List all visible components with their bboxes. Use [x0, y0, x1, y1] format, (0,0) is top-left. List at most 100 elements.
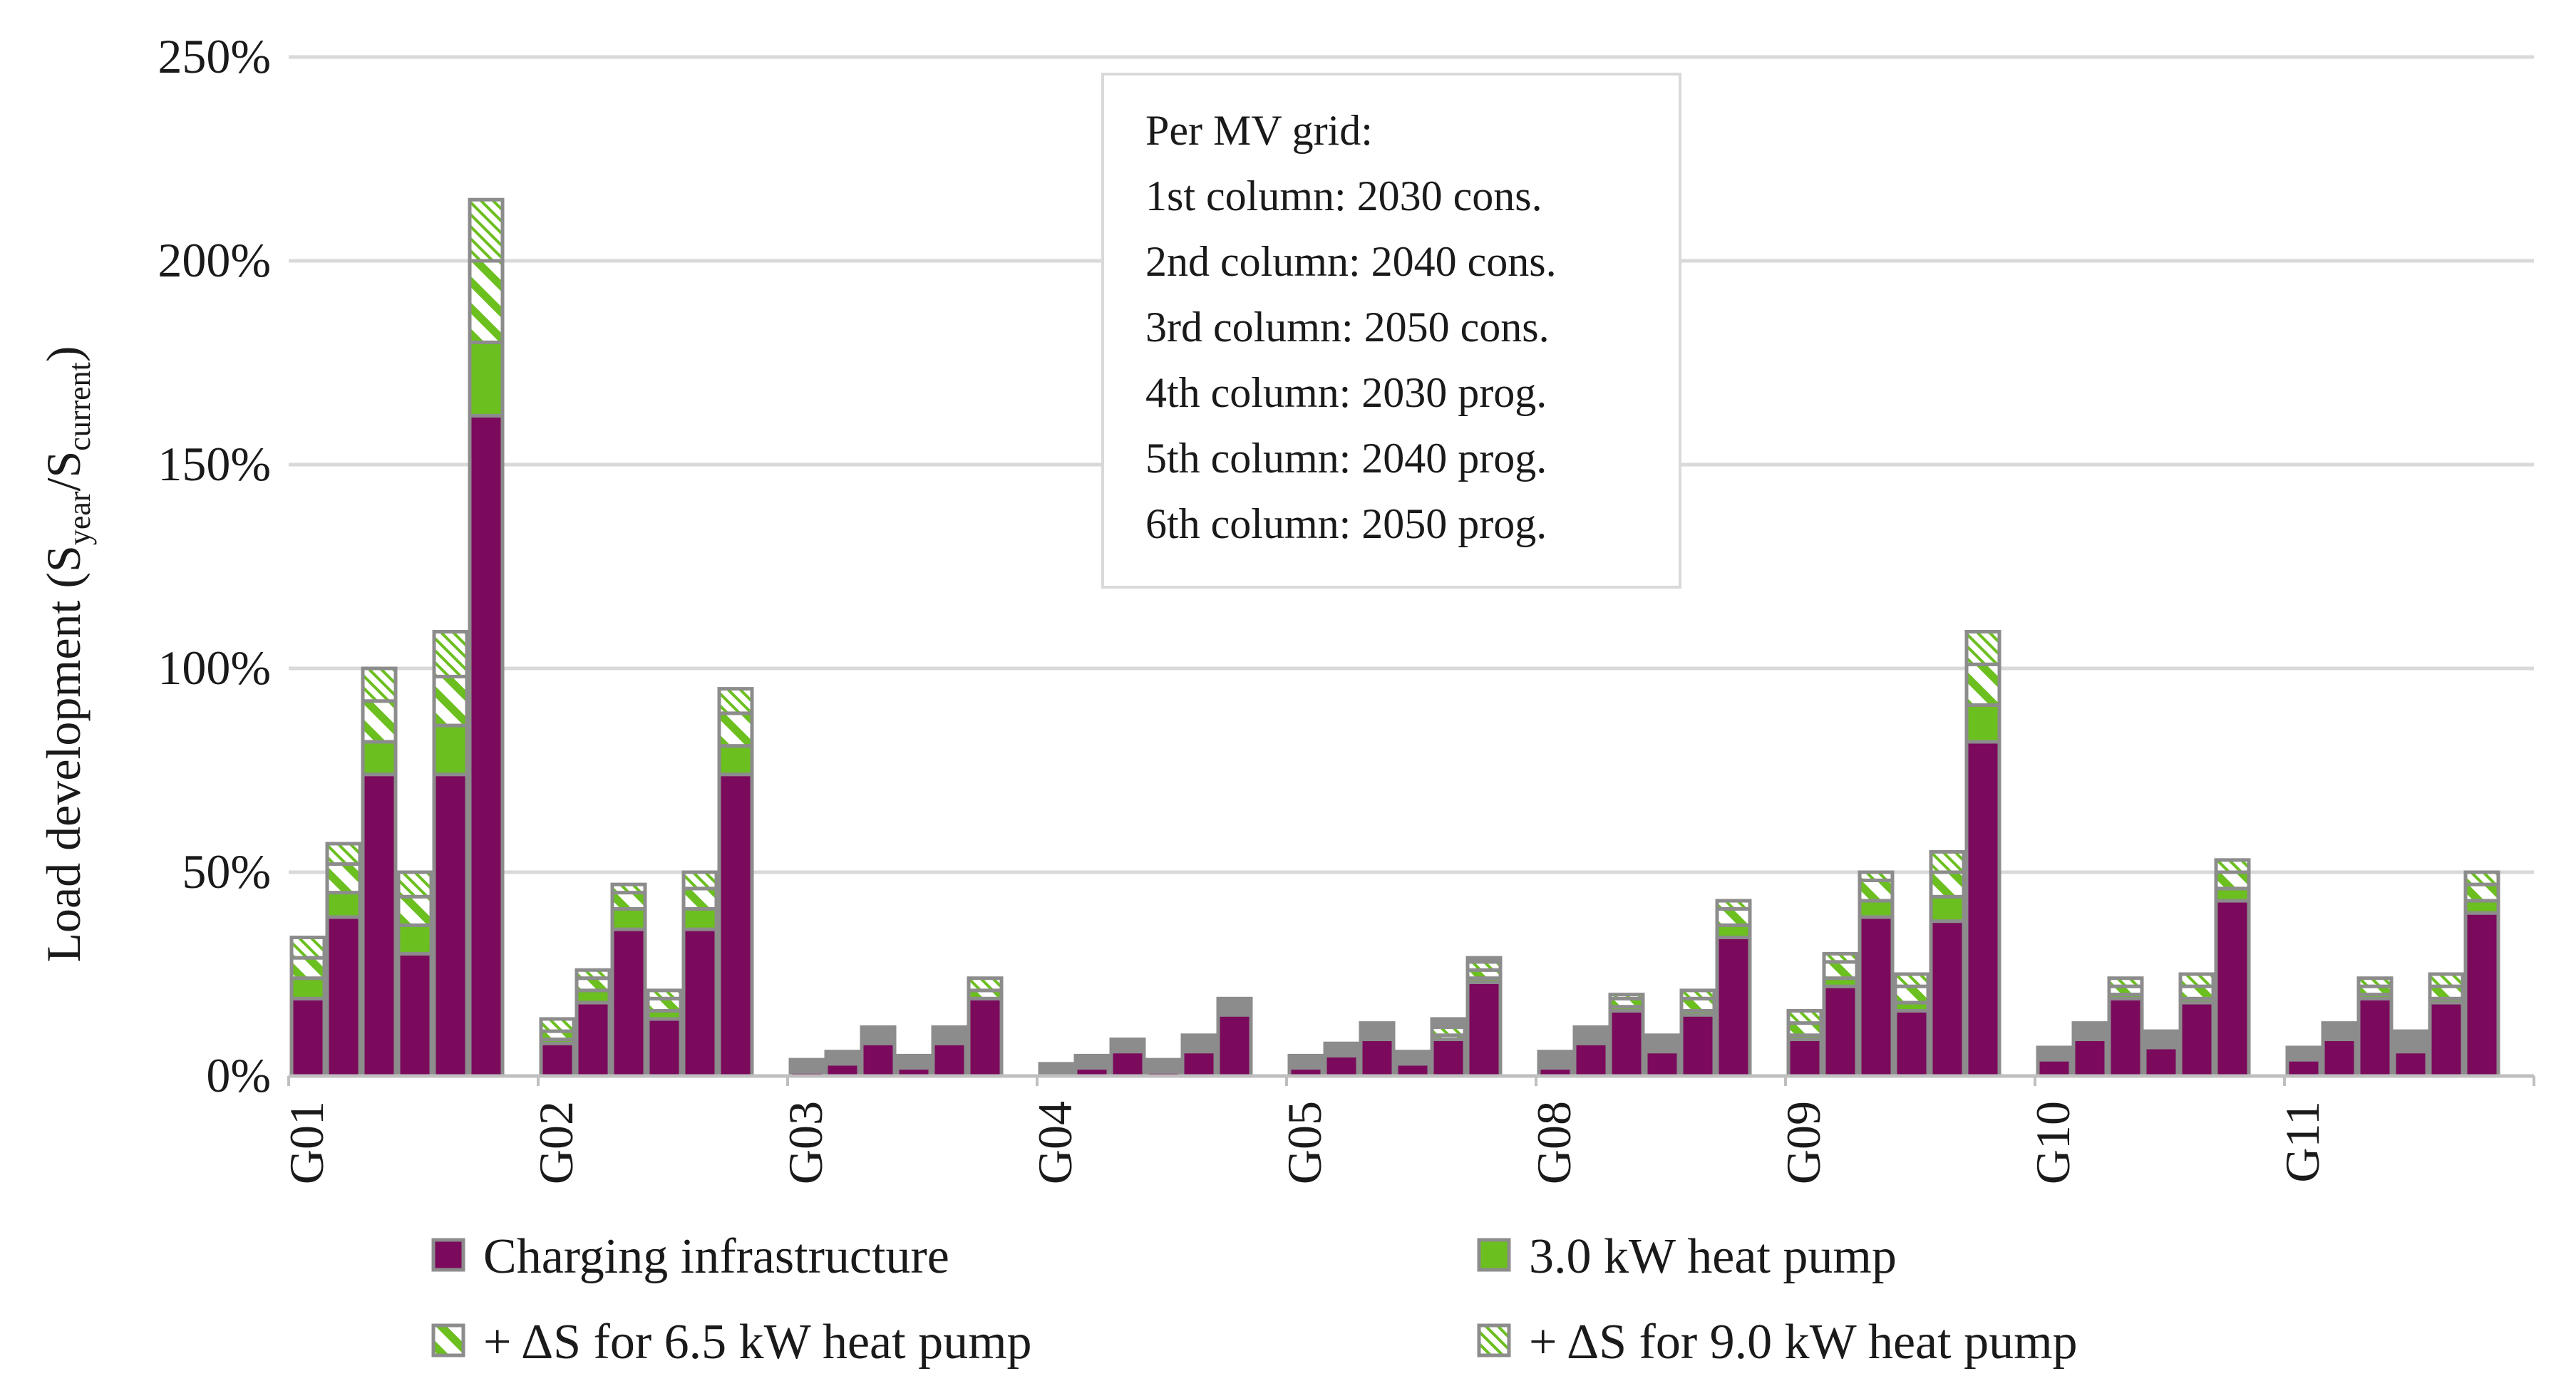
bar-segment-heatpump-6-5kw	[1715, 906, 1752, 927]
bar-column	[2321, 1021, 2358, 1078]
bar-segment-heatpump-9kw	[717, 687, 754, 715]
bar-segment-charging	[1109, 1050, 1146, 1078]
x-category-label: G11	[2275, 1101, 2329, 1183]
bar-segment-heatpump-3kw	[289, 976, 326, 1000]
note-line: 1st column: 2030 cons.	[1145, 172, 1542, 219]
bar-column	[681, 870, 718, 1078]
bar-segment-heatpump-6-5kw	[361, 699, 398, 744]
bar-segment-charging	[289, 996, 326, 1078]
legend-swatch-charging	[431, 1238, 465, 1272]
bar-segment-heatpump-6-5kw	[575, 976, 612, 993]
bar-column	[717, 687, 754, 1078]
bar-column	[646, 988, 683, 1078]
legend: Charging infrastructure 3.0 kW heat pump…	[431, 1229, 2078, 1370]
bar-segment-heatpump-6-5kw	[1822, 960, 1859, 981]
x-axis-category-labels: G01 G02 G03 G04 G05 G08 G09 G10 G11	[279, 1101, 2329, 1184]
y-tick-label: 100%	[158, 641, 271, 695]
bar-segment-heatpump-3kw	[610, 906, 647, 931]
x-category-label: G08	[1527, 1101, 1581, 1184]
bar-segment-other	[895, 1053, 932, 1070]
bar-segment-other	[860, 1025, 897, 1045]
bar-segment-heatpump-6-5kw	[1858, 878, 1895, 903]
bar-segment-heatpump-9kw	[468, 197, 505, 263]
bar-segment-charging	[646, 1017, 683, 1078]
bar-column	[2392, 1029, 2429, 1078]
bar-segment-other	[2143, 1029, 2180, 1050]
bar-column	[1608, 993, 1645, 1078]
bar-segment-heatpump-3kw	[1964, 703, 2001, 744]
bar-segment-heatpump-9kw	[1715, 899, 1752, 911]
bar-segment-other	[2036, 1045, 2073, 1062]
bar-segment-heatpump-6-5kw	[1929, 870, 1966, 899]
bar-column	[289, 936, 326, 1078]
note-line: 3rd column: 2050 cons.	[1145, 304, 1550, 351]
bar-segment-heatpump-6-5kw	[1786, 1021, 1823, 1038]
bar-column	[1180, 1033, 1217, 1078]
note-line: Per MV grid:	[1145, 107, 1373, 154]
bar-column	[1216, 996, 1253, 1078]
bar-segment-heatpump-6-5kw	[432, 674, 469, 728]
bar-segment-heatpump-9kw	[361, 666, 398, 703]
bar-column	[1073, 1053, 1111, 1078]
bar-segment-other	[2071, 1021, 2108, 1042]
bar-column	[2285, 1045, 2322, 1078]
legend-item-heatpump-3kw: 3.0 kW heat pump	[1477, 1229, 1897, 1284]
bar-segment-other	[1038, 1062, 1075, 1078]
bar-segment-heatpump-6-5kw	[468, 259, 505, 344]
bar-segment-charging	[1359, 1038, 1396, 1078]
bar-segment-charging	[2463, 911, 2500, 1078]
bar-segment-charging	[2285, 1057, 2322, 1078]
bar-column	[967, 976, 1004, 1078]
x-category-label: G02	[529, 1101, 583, 1184]
bar-segment-heatpump-9kw	[1929, 849, 1966, 874]
bar-segment-other	[2392, 1029, 2429, 1054]
bar-segment-heatpump-6-5kw	[610, 891, 647, 911]
bar-segment-heatpump-9kw	[2107, 976, 2144, 988]
bar-segment-other	[824, 1050, 861, 1066]
bar-segment-heatpump-9kw	[1893, 972, 1930, 988]
bar-segment-other	[1644, 1033, 1681, 1054]
y-tick-label: 50%	[182, 844, 271, 899]
bar-segment-heatpump-3kw	[432, 723, 469, 777]
bar-segment-other	[1323, 1041, 1360, 1057]
bar-segment-charging	[681, 927, 718, 1078]
bar-segment-heatpump-6-5kw	[681, 886, 718, 911]
bar-segment-other	[1216, 996, 1253, 1017]
bar-segment-heatpump-6-5kw	[325, 862, 362, 895]
bar-segment-charging	[575, 1000, 612, 1078]
bar-segment-charging	[1893, 1008, 1930, 1078]
bar-column	[575, 968, 612, 1078]
bar-column	[895, 1053, 932, 1078]
y-tick-label: 150%	[158, 437, 271, 491]
legend-item-charging: Charging infrastructure	[431, 1229, 949, 1284]
bar-segment-other	[1180, 1033, 1217, 1054]
bar-segment-charging	[1679, 1013, 1716, 1078]
legend-swatch-heatpump-3kw	[1477, 1238, 1511, 1272]
bar-column	[2036, 1045, 2073, 1078]
bar-segment-other	[1109, 1038, 1146, 1054]
bar-segment-heatpump-9kw	[2463, 870, 2500, 886]
bar-segment-heatpump-9kw	[396, 870, 433, 899]
bar-segment-heatpump-6-5kw	[289, 956, 326, 981]
bar-column	[1822, 951, 1859, 1078]
bar-segment-other	[788, 1057, 825, 1074]
bar-segment-charging	[824, 1062, 861, 1078]
bar-column	[396, 870, 433, 1078]
bar-segment-charging	[1644, 1050, 1681, 1078]
bar-segment-charging	[931, 1041, 968, 1078]
bar-column	[2178, 972, 2215, 1078]
bar-segment-charging	[2036, 1057, 2073, 1078]
bar-column	[1430, 1017, 1467, 1078]
bar-segment-charging	[539, 1041, 576, 1078]
bar-column	[361, 666, 398, 1078]
bar-segment-heatpump-9kw	[1786, 1008, 1823, 1025]
y-axis-label: Load development (Syear/Scurrent)	[36, 346, 97, 962]
x-axis	[287, 1074, 2535, 1086]
bar-segment-charging	[610, 927, 647, 1078]
bar-column	[2071, 1021, 2108, 1078]
bar-segment-charging	[2392, 1050, 2429, 1078]
bar-segment-other	[1572, 1025, 1609, 1045]
bar-segment-heatpump-3kw	[325, 891, 362, 919]
bar-segment-charging	[2214, 899, 2251, 1078]
